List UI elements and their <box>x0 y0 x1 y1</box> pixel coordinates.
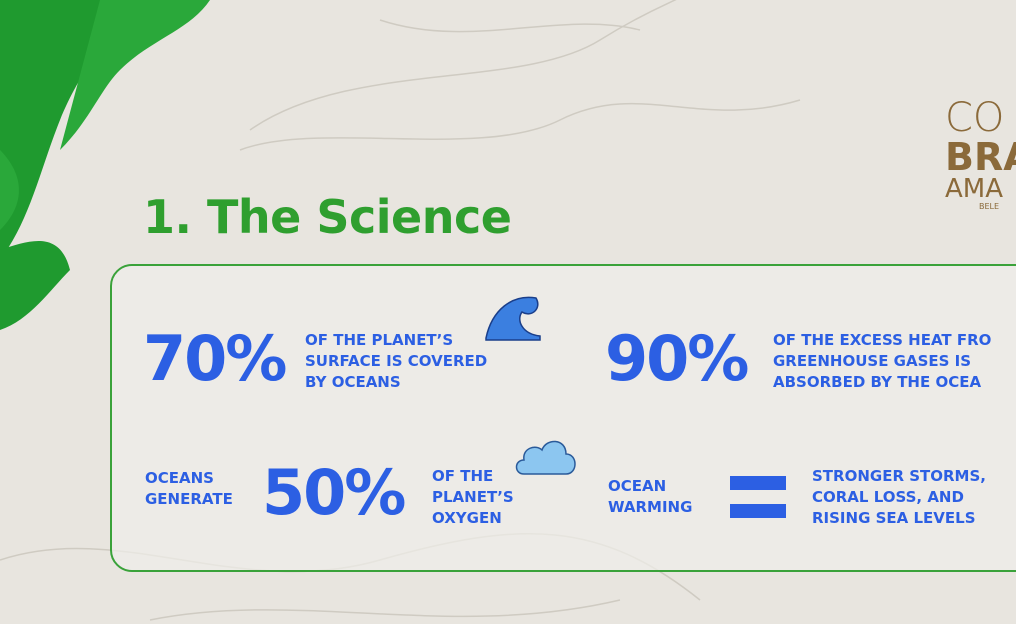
fact-lead: OCEAN WARMING <box>608 476 692 518</box>
text-line: OCEANS <box>145 468 233 489</box>
equals-sign <box>730 474 788 520</box>
page: 1. The Science CO BRA AMA BELE 70% OF TH… <box>0 0 1016 624</box>
wave-icon <box>482 290 544 342</box>
text-line: SURFACE IS COVERED <box>305 351 487 372</box>
text-line: GREENHOUSE GASES IS <box>773 351 991 372</box>
logo-line: CO <box>945 98 1016 138</box>
logo-line: BRA <box>945 138 1016 176</box>
fact-text: STRONGER STORMS, CORAL LOSS, AND RISING … <box>812 466 986 529</box>
fact-text: OF THE PLANET’S OXYGEN <box>432 466 514 529</box>
text-line: ABSORBED BY THE OCEA <box>773 372 991 393</box>
text-line: GENERATE <box>145 489 233 510</box>
cloud-icon <box>512 432 580 478</box>
text-line: OF THE <box>432 466 514 487</box>
text-line: OCEAN <box>608 476 692 497</box>
text-line: RISING SEA LEVELS <box>812 508 986 529</box>
fact-lead: OCEANS GENERATE <box>145 468 233 510</box>
text-line: WARMING <box>608 497 692 518</box>
fact-text: OF THE PLANET’S SURFACE IS COVERED BY OC… <box>305 330 487 393</box>
text-line: STRONGER STORMS, <box>812 466 986 487</box>
figure: 90% <box>605 322 747 395</box>
section-title: 1. The Science <box>143 190 511 244</box>
text-line: PLANET’S <box>432 487 514 508</box>
text-line: BY OCEANS <box>305 372 487 393</box>
text-line: CORAL LOSS, AND <box>812 487 986 508</box>
text-line: OF THE PLANET’S <box>305 330 487 351</box>
text-line: OF THE EXCESS HEAT FRO <box>773 330 991 351</box>
figure: 70% <box>143 322 285 395</box>
fact-text: OF THE EXCESS HEAT FRO GREENHOUSE GASES … <box>773 330 991 393</box>
figure: 50% <box>262 456 404 529</box>
logo-line: AMA <box>945 176 1016 202</box>
logo: CO BRA AMA BELE <box>945 98 1016 212</box>
text-line: OXYGEN <box>432 508 514 529</box>
